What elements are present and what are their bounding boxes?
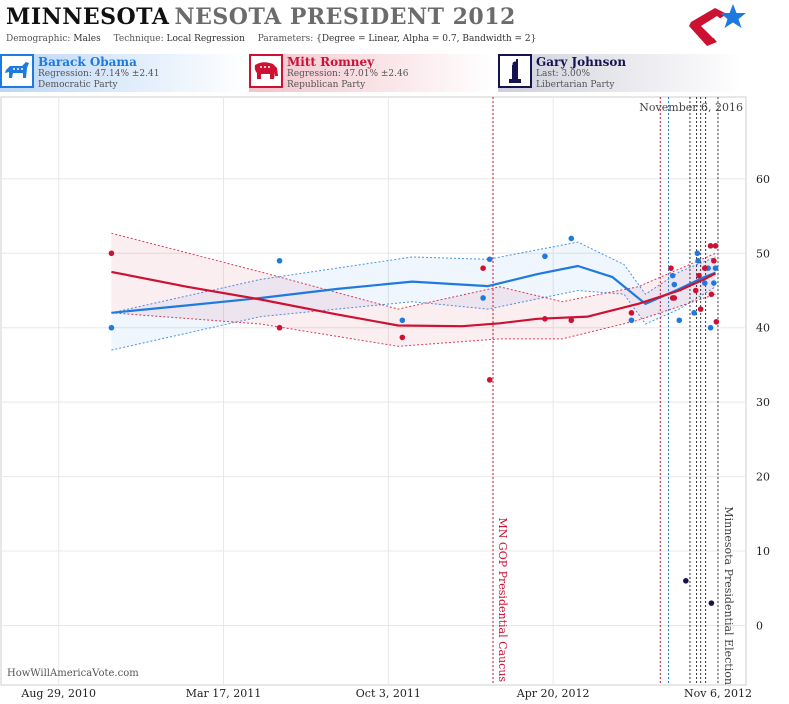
- candidate-stat: Regression: 47.14% ±2.41: [38, 69, 160, 79]
- data-point: [694, 250, 701, 257]
- data-point: [708, 600, 715, 606]
- x-tick-label: Mar 17, 2011: [185, 687, 262, 700]
- y-tick-label: 20: [756, 471, 770, 484]
- data-point: [668, 265, 674, 271]
- data-point: [480, 265, 486, 271]
- poll-chart: 0 10 20 30 40 50 60 MN GOP Presidential Caucus M…: [0, 96, 770, 686]
- candidate-name: Mitt Romney: [287, 55, 375, 69]
- title-race: NESOTA PRESIDENT 2012: [174, 4, 516, 30]
- data-point: [542, 316, 548, 322]
- data-point: [108, 250, 115, 257]
- data-point: [712, 243, 719, 249]
- y-tick-label: 10: [756, 545, 770, 558]
- data-point: [399, 317, 406, 324]
- data-point: [691, 310, 697, 316]
- y-tick-label: 30: [756, 396, 770, 409]
- chart-title: MINNESOTA NESOTA PRESIDENT 2012: [6, 4, 516, 34]
- candidate-stat: Regression: 47.01% ±2.46: [287, 69, 409, 79]
- annotation-label: MN GOP Presidential Caucus: [496, 518, 509, 683]
- technique-value: Local Regression: [166, 34, 245, 44]
- band-lower-line: [111, 286, 716, 351]
- candidate-legend: Barack Obama Regression: 47.14% ±2.41 De…: [0, 54, 789, 94]
- data-point: [695, 257, 702, 264]
- band-upper-line: [111, 232, 716, 310]
- data-point: [480, 295, 486, 301]
- y-tick-label: 40: [756, 322, 770, 335]
- data-point: [276, 324, 283, 331]
- parameters-label: Parameters:: [257, 34, 314, 44]
- data-point: [628, 317, 635, 324]
- data-point: [628, 310, 635, 316]
- data-point: [676, 317, 683, 324]
- top-date-label: November 6, 2016: [639, 101, 743, 114]
- data-point: [701, 280, 708, 286]
- x-tick-label: Apr 20, 2012: [516, 687, 590, 700]
- candidate-name: Barack Obama: [38, 55, 137, 69]
- data-point: [707, 243, 714, 249]
- data-point: [276, 257, 283, 264]
- y-tick-label: 50: [756, 247, 770, 260]
- legend-obama[interactable]: Barack Obama Regression: 47.14% ±2.41 De…: [0, 54, 245, 92]
- data-point: [568, 317, 575, 324]
- annotation-label: Minnesota Presidential Election: [722, 506, 735, 685]
- data-point: [683, 577, 689, 584]
- y-tick-label: 60: [756, 173, 770, 186]
- data-point: [671, 295, 678, 301]
- title-state: MINNESOTA: [6, 4, 170, 30]
- x-tick-label: Aug 29, 2010: [21, 687, 96, 700]
- data-point: [696, 272, 702, 279]
- data-point: [708, 291, 715, 298]
- data-point: [697, 306, 704, 312]
- y-tick-label: 0: [756, 619, 763, 632]
- demographic-value: Males: [73, 34, 101, 44]
- data-point: [542, 253, 548, 260]
- data-point: [108, 324, 115, 331]
- plot-frame: [0, 96, 747, 686]
- candidate-stat: Last: 3.00%: [536, 69, 591, 79]
- technique-label: Technique:: [113, 34, 164, 44]
- data-point: [692, 287, 699, 294]
- data-point: [713, 318, 720, 325]
- legend-johnson[interactable]: Gary Johnson Last: 3.00% Libertarian Par…: [498, 54, 743, 92]
- data-point: [669, 272, 676, 279]
- data-point: [712, 265, 719, 271]
- candidate-party: Republican Party: [287, 80, 366, 90]
- legend-romney[interactable]: Mitt Romney Regression: 47.01% ±2.46 Rep…: [249, 54, 494, 92]
- elephant-icon: [249, 54, 283, 88]
- star-logo-icon: [689, 4, 746, 46]
- data-point: [701, 265, 708, 271]
- data-point: [707, 324, 714, 331]
- site-credit: HowWillAmericaVote.com: [7, 668, 139, 679]
- data-point: [568, 235, 575, 242]
- band-lower-line: [111, 293, 716, 347]
- data-point: [486, 377, 493, 383]
- liberty-icon: [498, 54, 532, 88]
- data-point: [711, 257, 717, 264]
- data-point: [399, 334, 406, 341]
- band-upper-line: [111, 241, 716, 314]
- candidate-name: Gary Johnson: [536, 55, 627, 69]
- x-axis-labels: Aug 29, 2010 Mar 17, 2011 Oct 3, 2011 Apr 2…: [0, 686, 789, 704]
- parameters-value: {Degree = Linear, Alpha = 0.7, Bandwidth…: [316, 34, 537, 44]
- x-tick-label: Nov 6, 2012: [683, 687, 752, 700]
- demographic-label: Demographic:: [6, 34, 71, 44]
- data-point: [486, 256, 493, 263]
- donkey-icon: [0, 54, 34, 88]
- data-point: [671, 281, 678, 288]
- parameters-line: Demographic: Males Technique: Local Regr…: [6, 34, 546, 44]
- candidate-party: Democratic Party: [38, 80, 118, 90]
- data-point: [711, 280, 717, 286]
- x-tick-label: Oct 3, 2011: [355, 687, 421, 700]
- trend-line: [111, 270, 717, 328]
- candidate-party: Libertarian Party: [536, 80, 615, 90]
